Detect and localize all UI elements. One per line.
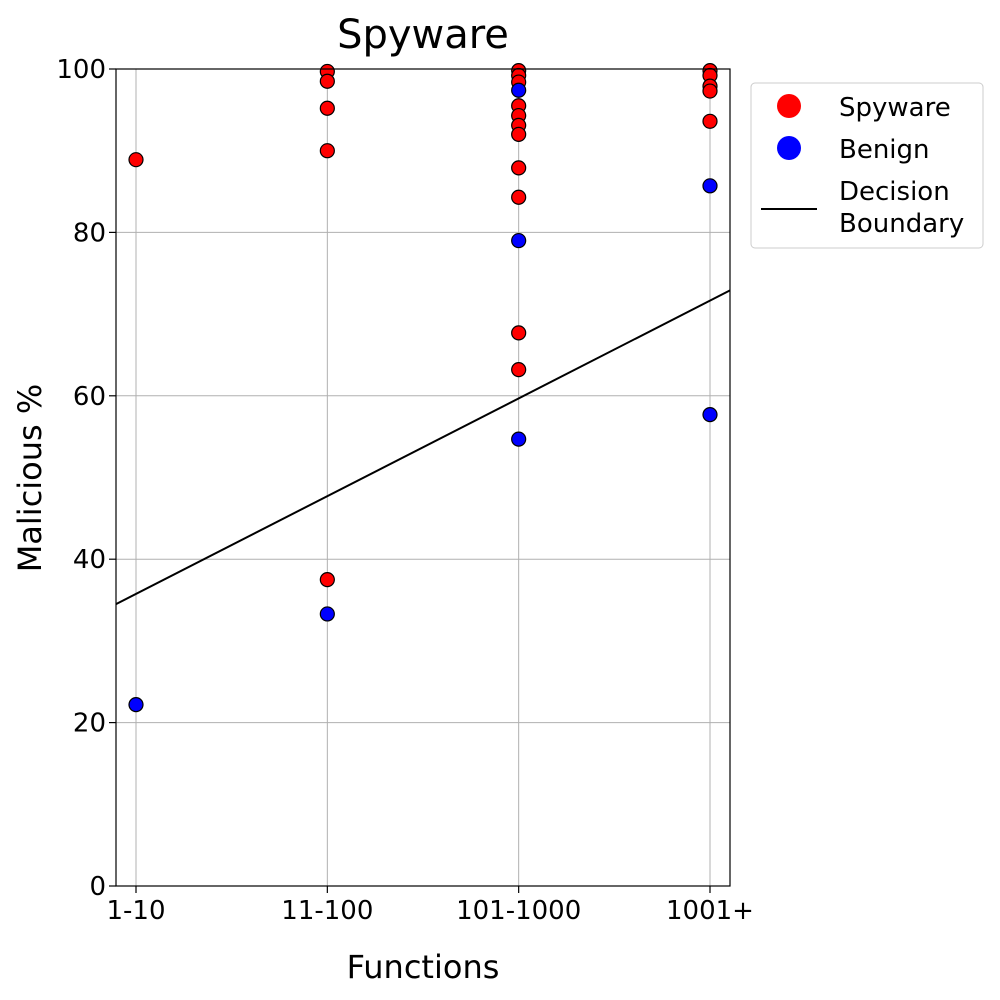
chart-title: Spyware [337, 12, 509, 58]
legend-marker-benign [777, 136, 801, 160]
y-tick-label: 80 [73, 218, 106, 248]
data-point-spyware [319, 73, 335, 89]
x-axis-label: Functions [347, 948, 500, 986]
y-tick-label: 100 [56, 55, 106, 85]
y-axis: 0 20 40 60 80 100 [56, 55, 116, 902]
x-tick-label-101-1000: 101-1000 [456, 896, 581, 926]
legend-label-spyware: Spyware [839, 93, 951, 123]
data-point-benign [319, 606, 335, 622]
data-point-benign [702, 178, 718, 194]
y-tick-label: 40 [73, 545, 106, 575]
legend-frame [750, 82, 984, 249]
y-tick-label: 60 [73, 382, 106, 412]
x-tick-label-1001: 1001+ [666, 896, 754, 926]
data-point-spyware [319, 100, 335, 116]
data-point-spyware [511, 189, 527, 205]
grid-lines [116, 68, 730, 887]
x-tick-label-11-100: 11-100 [281, 896, 373, 926]
data-point-spyware [511, 160, 527, 176]
data-point-spyware [511, 126, 527, 142]
data-point-spyware [511, 325, 527, 341]
decision-boundary-layer [115, 289, 731, 606]
data-point-spyware [319, 572, 335, 588]
data-point-benign [511, 232, 527, 249]
y-tick-label: 20 [73, 709, 106, 739]
data-point-spyware [128, 152, 144, 168]
data-point-benign [128, 697, 144, 713]
x-tick-label-1-10: 1-10 [106, 896, 165, 926]
legend-label-decision-boundary-line-1: Decision [839, 177, 950, 207]
decision-boundary-line [115, 289, 731, 606]
data-points [128, 63, 718, 713]
data-point-spyware [319, 143, 335, 159]
legend-label-decision-boundary: Decision Boundary [839, 177, 964, 239]
data-point-spyware [702, 113, 718, 129]
legend-marker-spyware [777, 94, 801, 118]
legend: Spyware Benign Decision Boundary [750, 82, 984, 249]
data-point-spyware [511, 362, 527, 378]
data-point-benign [511, 431, 527, 447]
data-point-spyware [702, 83, 718, 99]
y-axis-label: Malicious % [11, 384, 49, 573]
data-point-benign [511, 82, 527, 98]
legend-label-decision-boundary-line-2: Boundary [839, 209, 964, 239]
y-tick-label: 0 [89, 872, 106, 902]
x-axis: 1-10 11-100 101-1000 1001+ [106, 886, 754, 926]
legend-label-benign: Benign [839, 135, 930, 165]
plot-frame [115, 68, 731, 887]
data-point-benign [702, 406, 718, 423]
